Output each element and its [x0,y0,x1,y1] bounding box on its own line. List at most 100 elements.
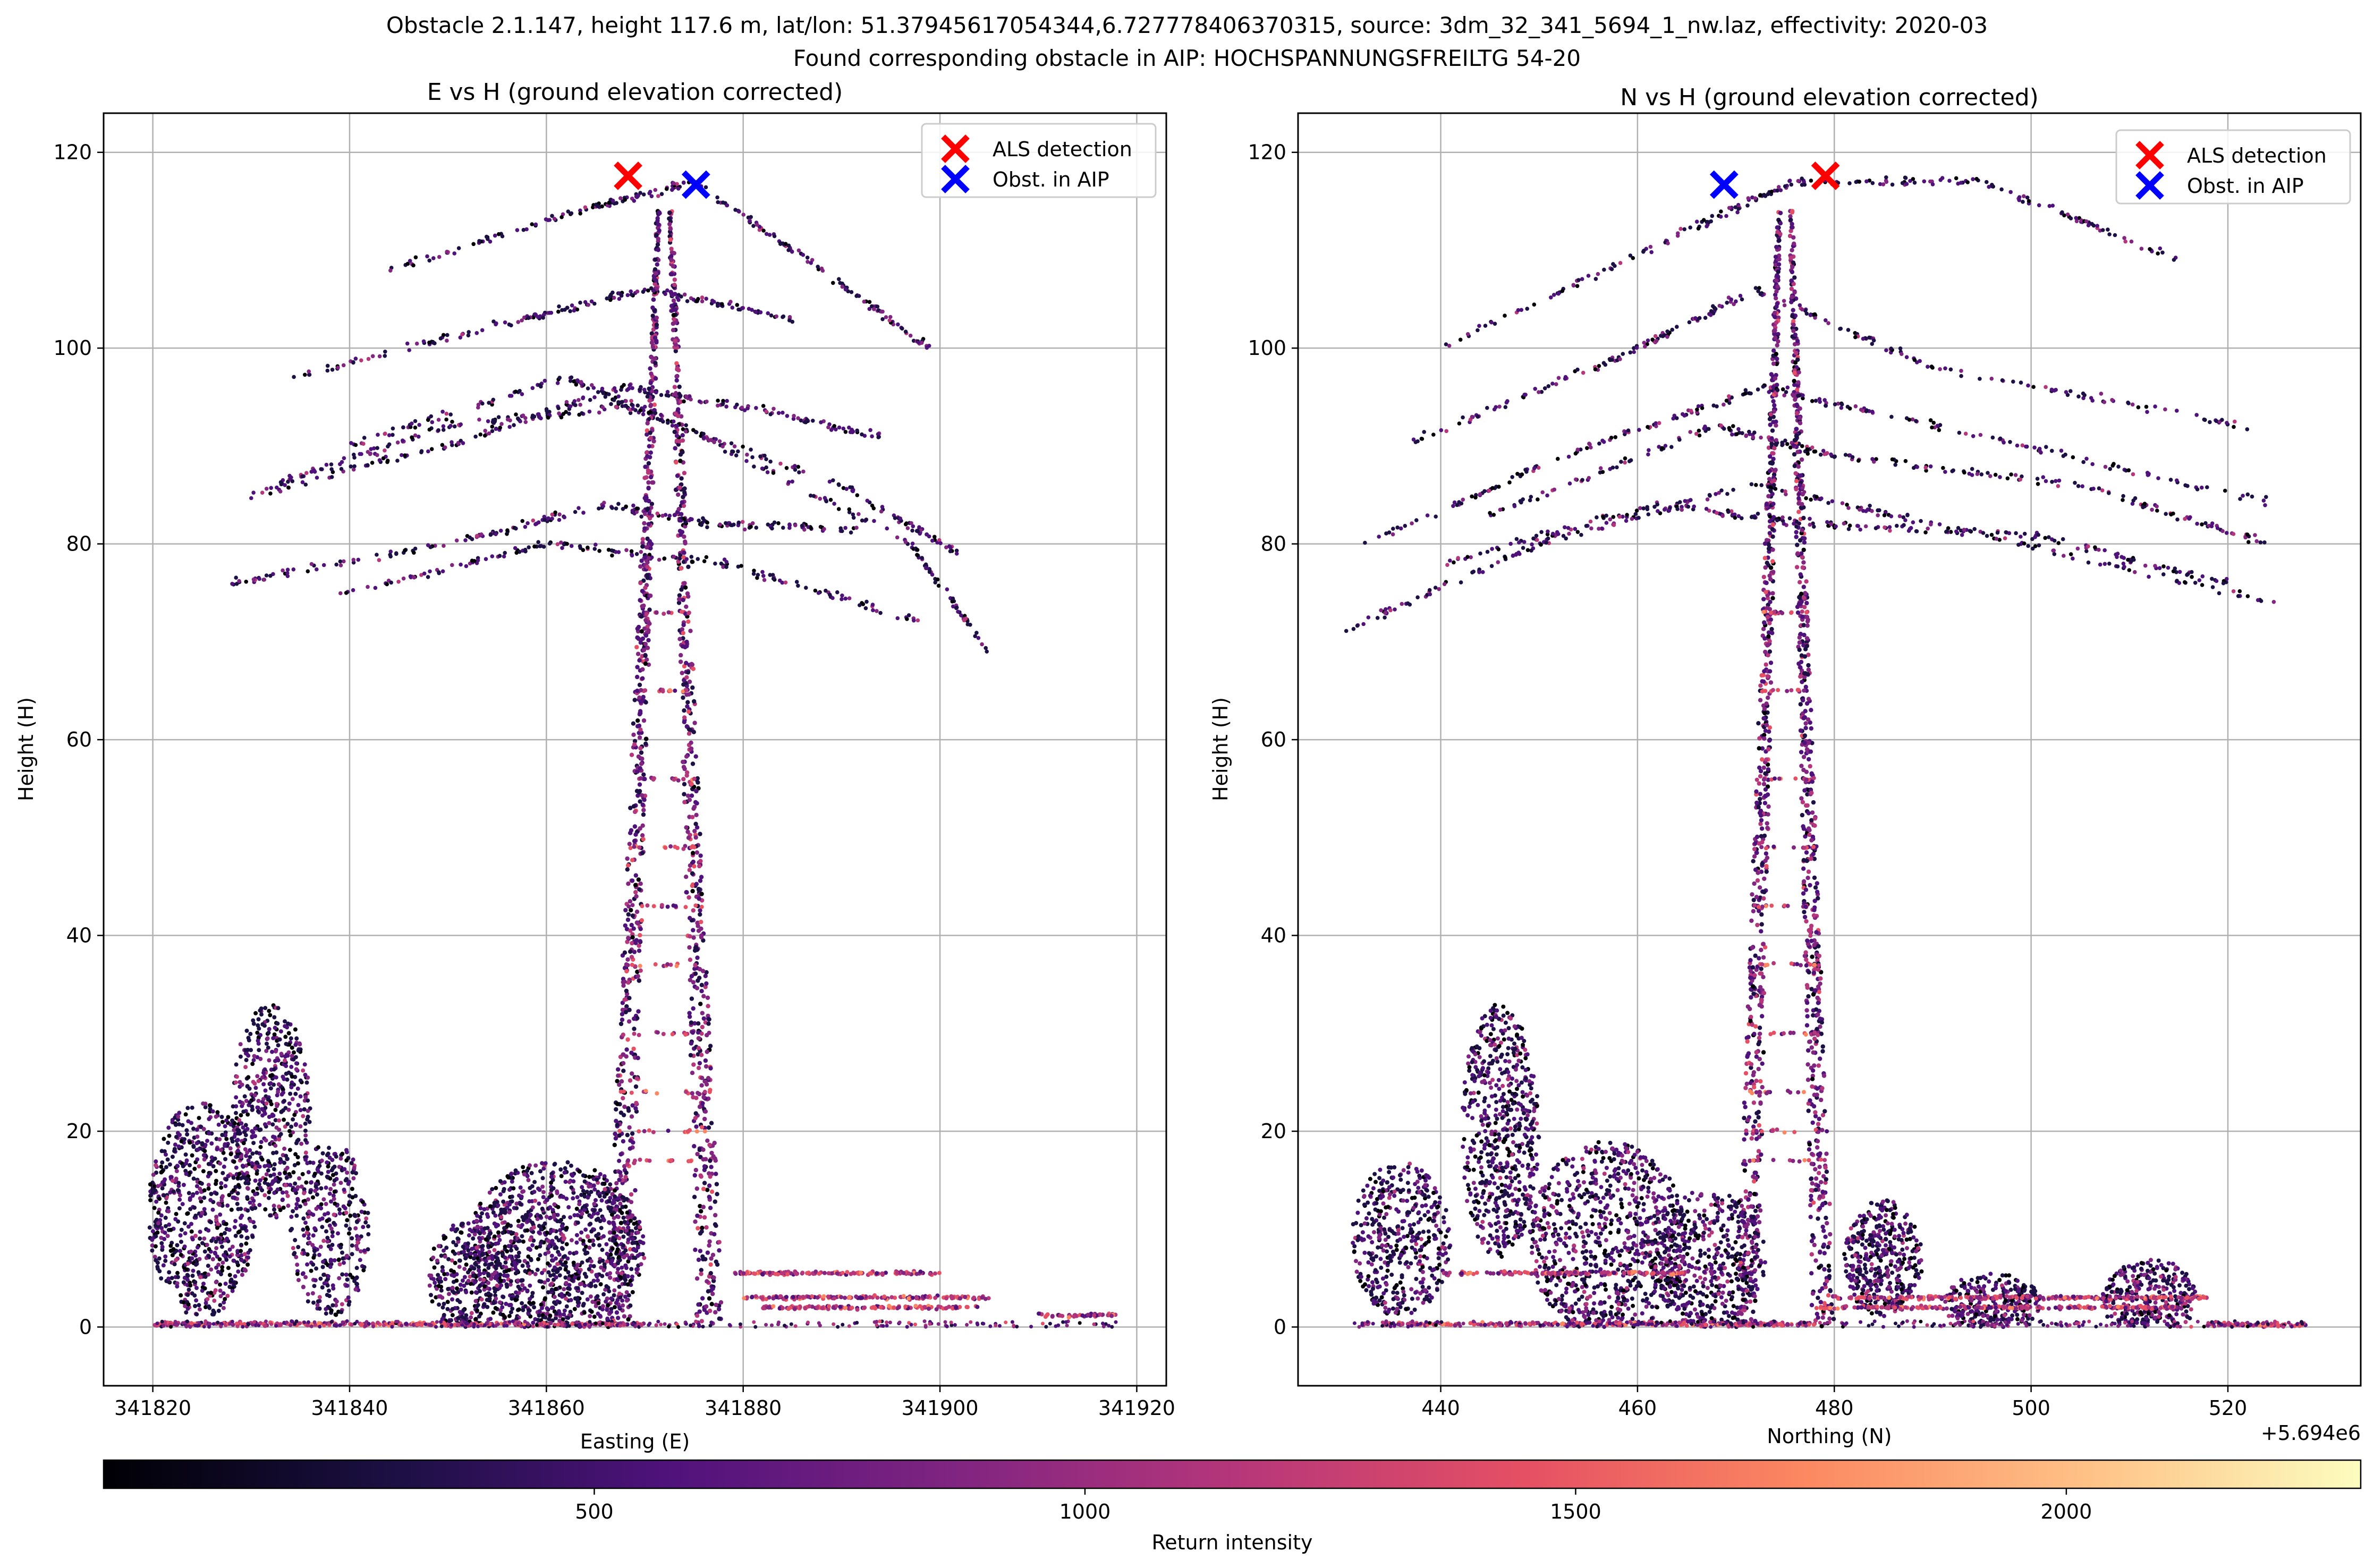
lidar-point [612,295,616,300]
lidar-point [640,667,645,672]
lidar-point [376,433,380,437]
lidar-point [697,518,701,523]
lidar-point [184,1172,189,1176]
lidar-point [250,1151,255,1156]
lidar-point [671,317,676,321]
lidar-point [476,1303,480,1308]
lidar-point [220,1120,225,1124]
lidar-point [260,1107,265,1112]
lidar-point [592,301,597,306]
lidar-point [364,1216,369,1221]
lidar-point [642,476,647,480]
lidar-point [690,815,695,820]
lidar-point [625,963,630,968]
lidar-point [516,320,520,324]
lidar-point [300,474,305,479]
lidar-point [646,480,651,485]
lidar-point [245,1048,250,1052]
lidar-point [630,935,635,940]
lidar-point [684,890,689,895]
lidar-point [275,1104,279,1108]
lidar-point [804,586,808,590]
lidar-point [841,426,846,431]
lidar-point [650,313,655,318]
lidar-point [627,996,632,1001]
lidar-point [256,1164,261,1169]
lidar-point [688,978,693,982]
lidar-point [624,969,629,974]
lidar-point [687,868,692,872]
lidar-point [708,1308,713,1313]
lidar-point [526,1178,531,1182]
lidar-point [870,434,874,438]
lidar-point [431,256,436,260]
lidar-point [271,1036,276,1040]
lidar-point [689,1041,694,1046]
lidar-point [270,1122,275,1127]
lidar-point [417,435,421,439]
lidar-point [623,908,628,913]
lidar-point [647,398,652,403]
lidar-point [233,1274,238,1278]
lidar-point [741,213,745,217]
lidar-point [191,1176,196,1181]
lidar-point [351,588,355,592]
lidar-point [431,1256,436,1260]
lidar-point [520,519,524,523]
lidar-point [272,1015,277,1020]
lidar-point [173,1217,178,1222]
lidar-point [148,1198,153,1202]
lidar-point [691,730,697,734]
lidar-point [662,556,666,561]
lidar-point [352,464,357,469]
lidar-point [669,258,674,262]
lidar-point [683,539,688,544]
lidar-point [239,1207,243,1211]
lidar-point [514,526,518,531]
lidar-point [304,1080,309,1085]
lidar-point [699,982,705,988]
lidar-point [242,1130,247,1134]
lidar-point [429,1273,434,1278]
lidar-point [698,1249,703,1253]
lidar-point [471,242,476,247]
lidar-point [616,1073,621,1078]
lidar-point [699,1272,703,1276]
lidar-point [647,410,651,415]
lidar-point [491,1310,496,1315]
lidar-point [623,1175,628,1180]
lidar-point [260,490,265,495]
lidar-point [474,1218,479,1223]
lidar-point [625,917,631,922]
lidar-point [185,1292,190,1297]
lidar-point [692,721,697,725]
lidar-point [684,639,689,645]
lidar-point [925,345,929,350]
lidar-point [617,1082,622,1087]
lidar-point [692,804,697,809]
lidar-point [637,1129,641,1134]
lidar-point [202,1149,207,1154]
lidar-point [697,863,702,869]
lidar-point [212,1299,217,1303]
lidar-point [684,825,689,830]
lidar-point [716,403,720,408]
lidar-point [816,591,821,595]
lidar-point [681,759,685,765]
lidar-point [501,1295,506,1299]
lidar-point [358,452,362,456]
lidar-point [705,520,709,525]
lidar-point [704,1304,709,1309]
lidar-point [586,386,590,391]
lidar-point [223,1282,228,1286]
lidar-point [673,342,679,347]
lidar-point [948,549,953,554]
lidar-point [871,608,875,613]
lidar-point [328,1265,333,1269]
lidar-point [682,677,686,683]
lidar-point [214,1168,218,1173]
lidar-point [677,485,682,490]
lidar-point [391,433,395,437]
lidar-point [638,408,642,413]
lidar-point [293,1027,298,1032]
